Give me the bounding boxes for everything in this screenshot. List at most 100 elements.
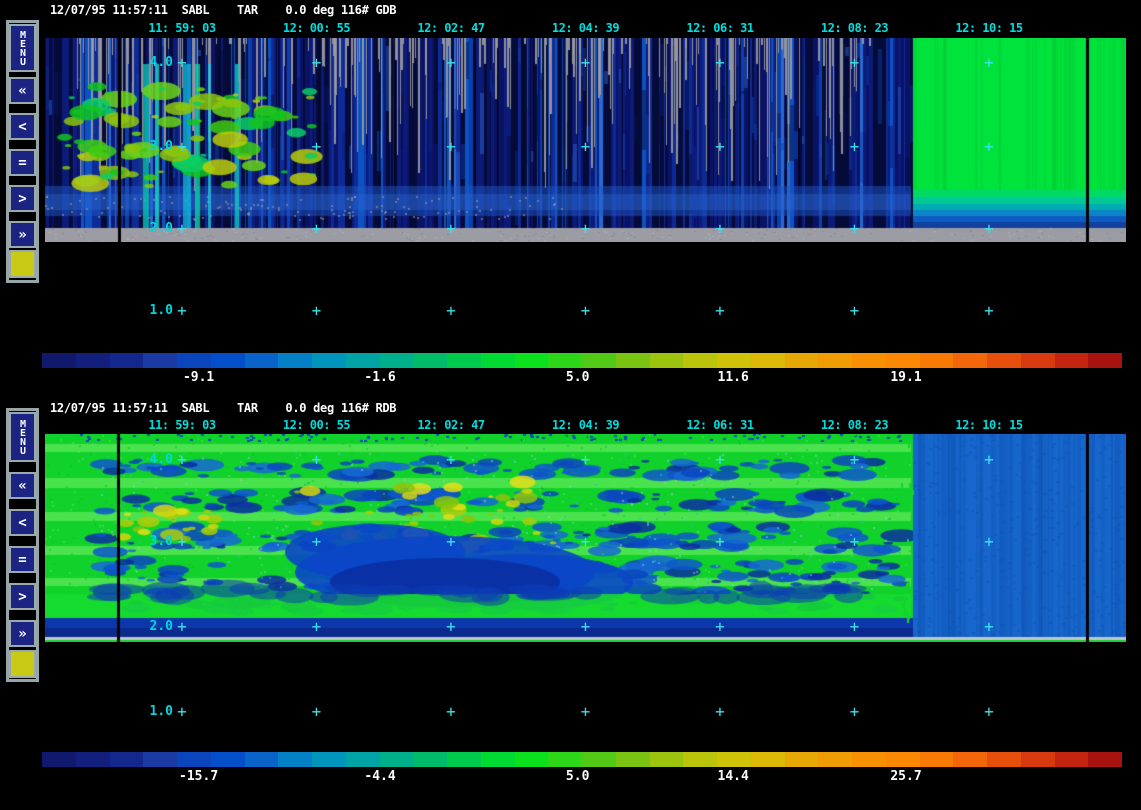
colorbar-block: [210, 752, 245, 767]
colorbar-block: [1020, 752, 1055, 767]
grid-plus-mark: +: [580, 532, 591, 551]
grid-plus-mark: +: [446, 617, 456, 636]
grid-plus-mark: +: [177, 137, 187, 156]
altitude-label: 1.0: [149, 303, 173, 318]
colorbar-block: [109, 752, 144, 767]
grid-plus-mark: +: [446, 53, 456, 72]
colorbar-block: [42, 752, 76, 767]
grid-plus-mark: +: [984, 219, 994, 238]
colorbar-block: [750, 353, 785, 368]
colorbar-block: [852, 353, 886, 368]
menu-button-label: MENU: [17, 419, 29, 455]
colorbar-block: [784, 752, 819, 767]
colorbar-block: [480, 752, 515, 767]
colorbar-tick-label: -15.7: [179, 769, 219, 784]
time-label: 12: 00: 55: [282, 418, 351, 432]
colorbar-block: [1054, 353, 1089, 368]
time-label: 12: 08: 23: [820, 21, 889, 35]
fast-rewind-button[interactable]: «: [9, 77, 36, 104]
altitude-label: 2.0: [149, 619, 173, 634]
colorbar-block: [177, 752, 211, 767]
colorbar-block: [649, 353, 684, 368]
fast-rewind-button[interactable]: «: [9, 472, 36, 499]
colorbar-block: [717, 752, 751, 767]
grid-plus-mark: +: [715, 702, 725, 721]
colorbar-block: [615, 752, 650, 767]
colorbar-block: [683, 752, 717, 767]
grid-plus-mark: +: [984, 53, 994, 72]
colorbar-block: [615, 353, 650, 368]
grid-plus-mark: +: [580, 219, 591, 238]
colorbar-block: [885, 752, 920, 767]
colorbar-block: [177, 353, 211, 368]
colorbar: [42, 752, 1122, 767]
colorbar-block: [784, 353, 819, 368]
colorbar-block: [987, 752, 1021, 767]
color-swatch-button[interactable]: [9, 650, 36, 678]
grid-plus-mark: +: [177, 301, 187, 320]
grid-plus-mark: +: [311, 617, 322, 636]
step-back-button[interactable]: <: [9, 113, 36, 140]
grid-plus-mark: +: [715, 53, 725, 72]
menu-button[interactable]: MENU: [9, 412, 36, 462]
colorbar-tick-label: -4.4: [364, 769, 396, 784]
colorbar-block: [818, 752, 852, 767]
grid-plus-mark: +: [311, 532, 322, 551]
colorbar-block: [953, 752, 987, 767]
colorbar-block: [244, 353, 279, 368]
colorbar-block: [379, 353, 414, 368]
colorbar-block: [919, 353, 954, 368]
step-forward-button[interactable]: >: [9, 583, 36, 610]
time-label: 12: 02: 47: [417, 418, 485, 432]
grid-plus-mark: +: [984, 532, 994, 551]
grid-plus-mark: +: [849, 53, 860, 72]
colorbar-block: [75, 752, 110, 767]
grid-plus-mark: +: [715, 301, 725, 320]
grid-plus-mark: +: [984, 617, 994, 636]
grid-plus-mark: +: [849, 617, 860, 636]
step-back-button[interactable]: <: [9, 509, 36, 536]
panel-header-gdb: 12/07/95 11:57:11 SABL TAR 0.0 deg 116# …: [50, 3, 397, 17]
time-label: 12: 10: 15: [955, 418, 1023, 432]
fast-forward-button[interactable]: »: [9, 221, 36, 248]
grid-plus-mark: +: [715, 617, 725, 636]
lidar-image-gdb: [45, 38, 1126, 242]
colorbar-block: [987, 353, 1021, 368]
colorbar-block: [683, 353, 717, 368]
color-swatch-button[interactable]: [9, 250, 36, 278]
colorbar-block: [818, 353, 852, 368]
grid-plus-mark: +: [311, 702, 322, 721]
time-label: 11: 59: 03: [148, 21, 216, 35]
colorbar-block: [582, 752, 616, 767]
grid-plus-mark: +: [849, 301, 860, 320]
colorbar-block: [548, 353, 582, 368]
colorbar-block: [548, 752, 582, 767]
colorbar-tick-label: 19.1: [890, 370, 922, 385]
colorbar-block: [447, 752, 481, 767]
time-label: 12: 06: 31: [686, 21, 754, 35]
colorbar-block: [42, 353, 76, 368]
colorbar-block: [278, 353, 312, 368]
time-label: 12: 04: 39: [551, 418, 620, 432]
grid-plus-mark: +: [446, 702, 456, 721]
altitude-label: 4.0: [149, 452, 173, 467]
grid-plus-mark: +: [580, 617, 591, 636]
pause-button[interactable]: =: [9, 149, 36, 176]
colorbar-block: [379, 752, 414, 767]
altitude-label: 1.0: [149, 704, 173, 719]
colorbar-block: [717, 353, 751, 368]
grid-plus-mark: +: [311, 301, 322, 320]
colorbar-block: [278, 752, 312, 767]
colorbar-block: [514, 353, 549, 368]
colorbar-block: [582, 353, 616, 368]
colorbar-tick-label: 5.0: [565, 370, 590, 385]
step-forward-button[interactable]: >: [9, 185, 36, 212]
colorbar-block: [413, 752, 447, 767]
menu-button[interactable]: MENU: [9, 24, 36, 72]
grid-plus-mark: +: [311, 219, 322, 238]
colorbar-block: [1088, 353, 1122, 368]
fast-forward-button[interactable]: »: [9, 620, 36, 647]
grid-plus-mark: +: [849, 702, 860, 721]
pause-button[interactable]: =: [9, 546, 36, 573]
